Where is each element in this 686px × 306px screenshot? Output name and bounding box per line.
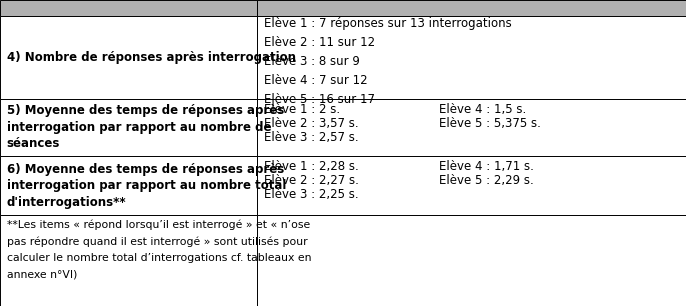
Text: 5) Moyenne des temps de réponses après
interrogation par rapport au nombre de
sé: 5) Moyenne des temps de réponses après i… — [7, 104, 284, 151]
Text: **Les items « répond lorsqu’il est interrogé » et « n’ose: **Les items « répond lorsqu’il est inter… — [7, 219, 310, 230]
Text: pas répondre quand il est interrogé » sont utilisés pour: pas répondre quand il est interrogé » so… — [7, 236, 307, 247]
Text: Elève 3 : 2,57 s.: Elève 3 : 2,57 s. — [264, 131, 359, 144]
Bar — [0, 16, 257, 99]
Text: Elève 4 : 1,5 s.: Elève 4 : 1,5 s. — [439, 103, 526, 116]
Text: Elève 3 : 2,25 s.: Elève 3 : 2,25 s. — [264, 188, 359, 201]
Text: Elève 1 : 2,28 s.: Elève 1 : 2,28 s. — [264, 160, 359, 173]
Bar — [0, 215, 257, 306]
Text: annexe n°VI): annexe n°VI) — [7, 270, 78, 280]
Text: Elève 2 : 11 sur 12: Elève 2 : 11 sur 12 — [264, 36, 375, 49]
Text: Elève 1 : 7 réponses sur 13 interrogations: Elève 1 : 7 réponses sur 13 interrogatio… — [264, 17, 512, 30]
Text: Elève 5 : 2,29 s.: Elève 5 : 2,29 s. — [439, 174, 534, 187]
Bar — [257, 0, 686, 16]
Text: Elève 4 : 7 sur 12: Elève 4 : 7 sur 12 — [264, 74, 368, 87]
Text: Elève 3 : 8 sur 9: Elève 3 : 8 sur 9 — [264, 55, 360, 68]
Text: Elève 4 : 1,71 s.: Elève 4 : 1,71 s. — [439, 160, 534, 173]
Text: Elève 2 : 3,57 s.: Elève 2 : 3,57 s. — [264, 117, 359, 130]
Bar — [257, 156, 686, 215]
Text: calculer le nombre total d’interrogations cf. tableaux en: calculer le nombre total d’interrogation… — [7, 253, 311, 263]
Bar — [257, 99, 686, 156]
Bar — [0, 99, 257, 156]
Text: Elève 5 : 5,375 s.: Elève 5 : 5,375 s. — [439, 117, 541, 130]
Bar — [0, 0, 257, 16]
Text: Elève 2 : 2,27 s.: Elève 2 : 2,27 s. — [264, 174, 359, 187]
Bar — [257, 215, 686, 306]
Text: Elève 5 : 16 sur 17: Elève 5 : 16 sur 17 — [264, 93, 375, 106]
Text: Elève 1 : 2 s.: Elève 1 : 2 s. — [264, 103, 340, 116]
Text: 6) Moyenne des temps de réponses après
interrogation par rapport au nombre total: 6) Moyenne des temps de réponses après i… — [7, 162, 286, 209]
Text: 4) Nombre de réponses après interrogation: 4) Nombre de réponses après interrogatio… — [7, 51, 296, 64]
Bar — [257, 16, 686, 99]
Bar — [0, 156, 257, 215]
